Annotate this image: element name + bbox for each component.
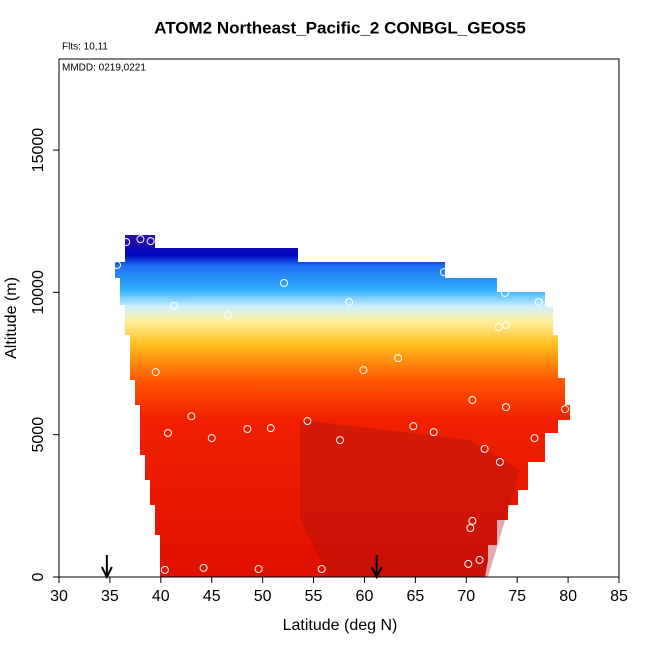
data-point xyxy=(266,424,275,433)
data-point xyxy=(122,238,131,247)
data-point xyxy=(409,422,418,431)
curtain-shade xyxy=(300,420,520,577)
data-point xyxy=(439,268,448,277)
data-point xyxy=(500,288,509,297)
x-tick-label: 60 xyxy=(356,588,374,605)
y-tick-label: 10000 xyxy=(30,270,47,315)
data-point xyxy=(468,395,477,404)
x-tick-label: 35 xyxy=(101,588,119,605)
data-point xyxy=(345,298,354,307)
plot-frame xyxy=(58,58,620,578)
data-point xyxy=(113,261,122,270)
data-point xyxy=(243,425,252,433)
data-point xyxy=(146,237,155,246)
data-point xyxy=(494,323,503,332)
x-tick-label: 50 xyxy=(254,588,272,605)
data-point xyxy=(359,366,368,375)
data-point xyxy=(495,458,504,467)
x-tick-label: 55 xyxy=(305,588,323,605)
data-point xyxy=(468,516,477,525)
flight-arrow xyxy=(370,555,383,580)
x-axis-label: Latitude (deg N) xyxy=(283,617,398,634)
data-point xyxy=(336,436,345,445)
data-point xyxy=(429,428,438,437)
data-point xyxy=(530,434,539,443)
data-point xyxy=(187,412,196,421)
data-point xyxy=(303,417,312,426)
x-tick-label: 65 xyxy=(406,588,424,605)
data-point xyxy=(224,311,233,320)
data-point xyxy=(207,434,216,443)
data-point xyxy=(163,428,172,437)
y-tick-label: 0 xyxy=(30,572,47,581)
x-tick-label: 80 xyxy=(559,588,577,605)
x-tick-label: 75 xyxy=(508,588,526,605)
x-tick-label: 30 xyxy=(50,588,68,605)
data-point xyxy=(501,403,510,412)
x-tick-label: 85 xyxy=(610,588,628,605)
x-tick-label: 45 xyxy=(203,588,221,605)
data-point xyxy=(317,565,326,574)
data-point xyxy=(475,555,484,564)
data-point xyxy=(394,354,403,363)
x-tick-label: 70 xyxy=(457,588,475,605)
data-point xyxy=(545,299,554,308)
data-point xyxy=(160,565,169,574)
curtain xyxy=(115,235,570,577)
data-point xyxy=(464,559,473,568)
x-tick-label: 40 xyxy=(152,588,170,605)
data-point xyxy=(254,565,263,574)
data-point xyxy=(561,405,570,414)
data-point xyxy=(501,321,510,330)
annotation: MMDD: 0219,0221 xyxy=(62,63,146,74)
y-tick-label: 15000 xyxy=(30,128,47,173)
data-point xyxy=(136,235,145,244)
data-point xyxy=(151,368,160,377)
chart-title: ATOM2 Northeast_Pacific_2 CONBGL_GEOS5 xyxy=(154,18,526,37)
data-point xyxy=(466,524,475,533)
annotation: Flts: 10,11 xyxy=(62,42,108,53)
y-axis-label: Altitude (m) xyxy=(3,277,20,359)
data-point xyxy=(170,302,179,311)
data-point xyxy=(480,444,489,453)
y-tick-label: 5000 xyxy=(30,417,47,453)
flight-arrow xyxy=(100,555,113,580)
data-point xyxy=(280,278,289,287)
data-point xyxy=(534,298,543,307)
data-point xyxy=(199,563,208,572)
